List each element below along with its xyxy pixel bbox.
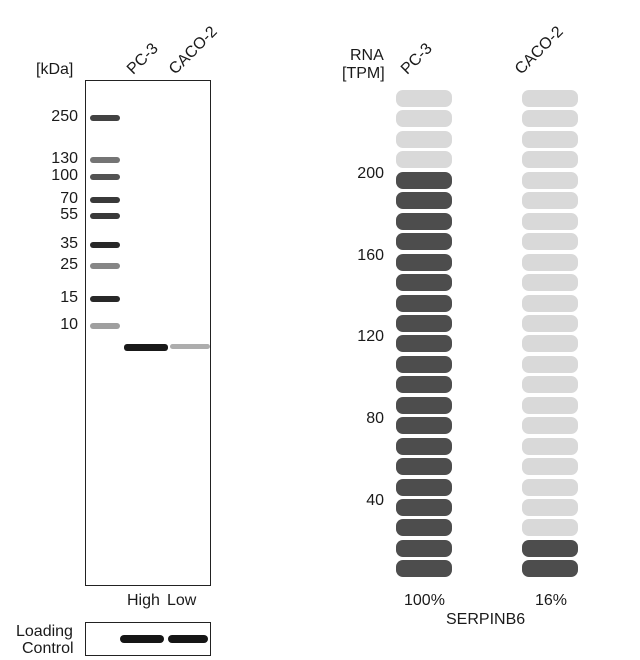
rna-pill-pc3-8 <box>396 233 452 251</box>
ladder-band-250 <box>90 114 120 121</box>
rna-pill-pc3-22 <box>396 519 452 537</box>
rna-sample-label-pc3: PC-3 <box>397 40 436 78</box>
rna-pill-pc3-7 <box>396 212 452 230</box>
ladder-band-15 <box>90 296 120 303</box>
rna-pill-pc3-20 <box>396 478 452 496</box>
ladder-band-130 <box>90 157 120 164</box>
marker-label-10: 10 <box>60 315 78 333</box>
rna-pill-pc3-12 <box>396 314 452 332</box>
rna-pill-caco2-2 <box>522 110 578 128</box>
rna-tick-200: 200 <box>357 164 384 182</box>
loading-control-band-caco2 <box>168 635 208 643</box>
marker-label-15: 15 <box>60 289 78 307</box>
rna-pill-caco2-8 <box>522 233 578 251</box>
marker-label-250: 250 <box>51 107 78 125</box>
rna-pill-caco2-16 <box>522 396 578 414</box>
level-label-low: Low <box>167 592 197 609</box>
rna-pill-pc3-23 <box>396 539 452 557</box>
rna-ylabel-line1: RNA <box>350 47 384 64</box>
ladder-band-100 <box>90 174 120 180</box>
level-label-high: High <box>127 592 160 609</box>
rna-pill-pc3-2 <box>396 110 452 128</box>
marker-label-70: 70 <box>60 190 78 207</box>
rna-pill-caco2-22 <box>522 519 578 537</box>
rna-pill-pc3-15 <box>396 376 452 394</box>
lane-label-pc3: PC-3 <box>123 40 162 78</box>
rna-pill-caco2-12 <box>522 314 578 332</box>
marker-label-130: 130 <box>51 150 78 168</box>
rna-gene-name: SERPINB6 <box>446 611 526 628</box>
rna-pill-caco2-10 <box>522 274 578 292</box>
rna-pill-pc3-1 <box>396 90 452 107</box>
loading-control-label-line2: Control <box>22 640 74 657</box>
ladder-band-10 <box>90 322 120 329</box>
ladder-band-25 <box>90 263 120 270</box>
rna-pill-pc3-18 <box>396 437 452 455</box>
rna-pill-caco2-6 <box>522 192 578 210</box>
rna-pill-pc3-6 <box>396 192 452 210</box>
rna-pill-caco2-24 <box>522 560 578 578</box>
rna-pill-caco2-23 <box>522 539 578 557</box>
rna-pill-caco2-4 <box>522 151 578 169</box>
rna-pill-caco2-18 <box>522 437 578 455</box>
rna-sample-label-caco2: CACO-2 <box>511 23 567 79</box>
rna-percent-caco2: 16% <box>535 592 568 609</box>
rna-tick-40: 40 <box>366 492 384 509</box>
rna-pill-caco2-5 <box>522 171 578 189</box>
rna-pill-pc3-10 <box>396 274 452 292</box>
rna-tick-80: 80 <box>366 410 384 428</box>
loading-control-band-pc3 <box>120 635 164 643</box>
rna-pill-caco2-3 <box>522 130 578 148</box>
rna-percent-pc3: 100% <box>404 592 445 609</box>
rna-pill-pc3-14 <box>396 355 452 373</box>
loading-control-membrane <box>85 622 211 656</box>
marker-label-55: 55 <box>60 205 78 223</box>
marker-label-100: 100 <box>51 167 78 184</box>
sample-bands <box>86 81 210 585</box>
sample-band-pc3 <box>124 344 168 351</box>
rna-pill-caco2-13 <box>522 335 578 353</box>
loading-control-label-line1: Loading <box>16 623 73 640</box>
rna-pill-caco2-17 <box>522 417 578 435</box>
rna-pill-caco2-21 <box>522 499 578 516</box>
rna-pill-pc3-13 <box>396 335 452 353</box>
rna-pill-caco2-7 <box>522 212 578 230</box>
rna-tick-160: 160 <box>357 246 384 264</box>
marker-ladder <box>86 81 126 585</box>
rna-pill-caco2-14 <box>522 355 578 373</box>
rna-ylabel-line2: [TPM] <box>342 65 385 82</box>
rna-pill-pc3-24 <box>396 560 452 578</box>
rna-pill-pc3-5 <box>396 171 452 189</box>
sample-band-caco2 <box>170 344 210 349</box>
blot-membrane <box>85 80 211 586</box>
rna-pill-caco2-15 <box>522 376 578 394</box>
marker-label-25: 25 <box>60 256 78 274</box>
marker-labels: 250 130 100 70 55 35 25 15 10 <box>16 0 78 600</box>
rna-pill-pc3-11 <box>396 294 452 312</box>
rna-pill-caco2-9 <box>522 253 578 271</box>
rna-pill-pc3-21 <box>396 499 452 516</box>
lane-label-caco2: CACO-2 <box>165 23 221 79</box>
rna-tick-120: 120 <box>357 328 384 346</box>
ladder-band-35 <box>90 241 120 248</box>
marker-label-35: 35 <box>60 234 78 252</box>
rna-pill-caco2-20 <box>522 478 578 496</box>
ladder-band-55 <box>90 212 120 219</box>
ladder-band-70 <box>90 197 120 203</box>
rna-pill-pc3-4 <box>396 151 452 169</box>
rna-pill-pc3-3 <box>396 130 452 148</box>
rna-pill-caco2-11 <box>522 294 578 312</box>
rna-pill-caco2-19 <box>522 458 578 476</box>
rna-pill-caco2-1 <box>522 90 578 107</box>
rna-pill-pc3-16 <box>396 396 452 414</box>
kda-unit-label: [kDa] <box>36 61 74 78</box>
rna-pill-pc3-17 <box>396 417 452 435</box>
rna-pill-pc3-9 <box>396 253 452 271</box>
rna-pill-pc3-19 <box>396 458 452 476</box>
